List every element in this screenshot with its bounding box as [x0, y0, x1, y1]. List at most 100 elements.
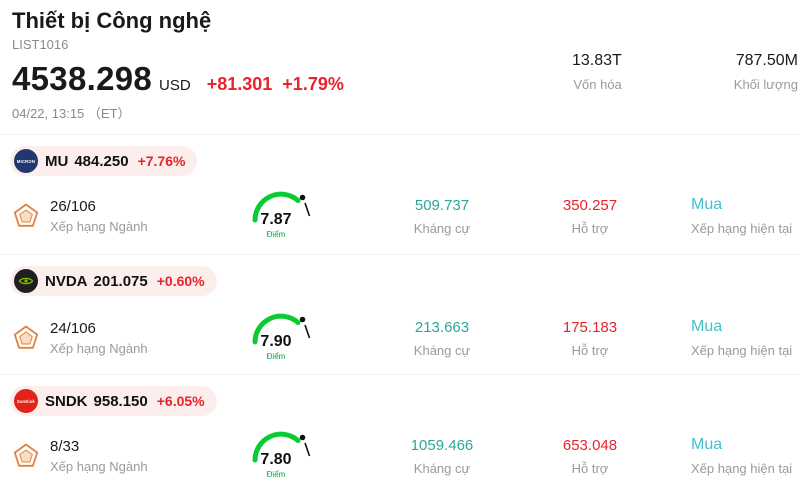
support-label: Hỗ trợ [571, 460, 609, 476]
industry-rank-text: 26/106 Xếp hạng Ngành [50, 198, 148, 234]
stock-row-content: 24/106 Xếp hạng Ngành 7.90 Điểm 213.663 … [10, 306, 800, 370]
score-value: 7.90 [260, 333, 292, 350]
gauge-arc-graphic [252, 313, 311, 345]
industry-rank-text: 24/106 Xếp hạng Ngành [50, 320, 148, 356]
gauge-needle-dot [299, 194, 306, 201]
support-value: 175.183 [562, 318, 618, 336]
market-cap-stat: 13.83T Vốn hóa [572, 52, 622, 92]
rating-label: Xếp hạng hiện tại [691, 461, 793, 476]
gauge-score: 7.80 Điểm [236, 451, 316, 479]
radar-pentagon-icon [13, 443, 39, 467]
currency-label: USD [159, 77, 191, 94]
score-gauge: 7.80 Điểm [236, 424, 328, 488]
page-title: Thiết bị Công nghệ [12, 8, 212, 33]
support-metric: 350.257 Hỗ trợ [522, 197, 658, 236]
resistance-value: 1059.466 [410, 436, 474, 454]
stock-badge-nvda[interactable]: NVDA 201.075 +0.60% [10, 266, 217, 296]
resistance-label: Kháng cự [413, 342, 471, 358]
sandisk-logo: SanDisk [14, 389, 38, 413]
score-value: 7.80 [260, 451, 292, 468]
ticker-change-percent: +7.76% [137, 153, 186, 169]
rating-value: Mua [691, 436, 723, 453]
resistance-value: 213.663 [414, 318, 470, 336]
micron-logo: MICRON [14, 149, 38, 173]
industry-rank-label: Xếp hạng Ngành [50, 459, 148, 474]
ticker-change-percent: +0.60% [156, 273, 205, 289]
score-gauge: 7.87 Điểm [236, 184, 328, 248]
support-label: Hỗ trợ [571, 220, 609, 236]
rating-block: Mua Xếp hạng hiện tại [658, 196, 800, 236]
volume-value: 787.50M [735, 52, 798, 69]
stock-row-nvda[interactable]: NVDA 201.075 +0.60% 24/106 Xếp hạng Ngàn… [0, 254, 800, 374]
score-value: 7.87 [260, 211, 292, 228]
ticker-symbol: MU [45, 152, 69, 170]
radar-pentagon-icon [13, 325, 39, 349]
sandisk-logo-text: SanDisk [17, 398, 35, 404]
gauge-score: 7.87 Điểm [236, 211, 316, 239]
stock-row-content: 8/33 Xếp hạng Ngành 7.80 Điểm 1059.466 K… [10, 424, 800, 488]
score-gauge-block: 7.87 Điểm [202, 184, 362, 248]
industry-rank-text: 8/33 Xếp hạng Ngành [50, 438, 148, 474]
index-price: 4538.298 [12, 60, 153, 97]
stock-row-mu[interactable]: MICRON MU 484.250 +7.76% 26/106 Xếp hạng… [0, 134, 800, 254]
score-label: Điểm [266, 352, 286, 361]
price-change-percent: +1.79% [282, 74, 344, 94]
industry-rank-value: 24/106 [50, 320, 96, 337]
ticker-symbol: SNDK [45, 392, 88, 410]
volume-label: Khối lượng [733, 77, 798, 92]
gauge-needle [304, 202, 311, 217]
gauge-needle-dot [299, 434, 306, 441]
rating-label: Xếp hạng hiện tại [691, 343, 793, 358]
index-header: Thiết bị Công nghệ LIST1016 4538.298 USD… [0, 0, 800, 134]
rating-block: Mua Xếp hạng hiện tại [658, 318, 800, 358]
stock-badge-mu[interactable]: MICRON MU 484.250 +7.76% [10, 146, 198, 176]
nvidia-logo [14, 269, 38, 293]
market-cap-label: Vốn hóa [573, 77, 622, 92]
stock-row-content: 26/106 Xếp hạng Ngành 7.87 Điểm 509.737 … [10, 184, 800, 248]
resistance-label: Kháng cự [413, 460, 471, 476]
ticker-price: 484.250 [74, 152, 129, 170]
score-label: Điểm [266, 230, 286, 239]
gauge-needle [304, 324, 311, 339]
index-stats: 13.83T Vốn hóa 787.50M Khối lượng [572, 52, 798, 92]
ticker-price: 201.075 [93, 272, 148, 290]
rating-value: Mua [691, 196, 723, 213]
industry-rank-block: 24/106 Xếp hạng Ngành [10, 320, 202, 356]
score-gauge: 7.90 Điểm [236, 306, 328, 370]
resistance-metric: 509.737 Kháng cự [362, 197, 522, 236]
support-value: 653.048 [562, 436, 618, 454]
rating-label: Xếp hạng hiện tại [691, 221, 793, 236]
stock-badge-sndk[interactable]: SanDisk SNDK 958.150 +6.05% [10, 386, 217, 416]
score-label: Điểm [266, 470, 286, 479]
gauge-arc-graphic [252, 431, 311, 463]
gauge-needle-dot [299, 316, 306, 323]
industry-rank-block: 8/33 Xếp hạng Ngành [10, 438, 202, 474]
volume-stat: 787.50M Khối lượng [734, 52, 798, 92]
support-metric: 175.183 Hỗ trợ [522, 319, 658, 358]
resistance-value: 509.737 [414, 196, 470, 214]
gauge-needle [304, 442, 311, 457]
industry-rank-block: 26/106 Xếp hạng Ngành [10, 198, 202, 234]
nvidia-eye-icon [18, 277, 34, 285]
resistance-metric: 213.663 Kháng cự [362, 319, 522, 358]
micron-logo-text: MICRON [16, 158, 36, 164]
resistance-metric: 1059.466 Kháng cự [362, 437, 522, 476]
resistance-label: Kháng cự [413, 220, 471, 236]
index-price-row: 4538.298 USD +81.301 +1.79% [12, 60, 788, 98]
industry-rank-value: 8/33 [50, 438, 80, 455]
ticker-change-percent: +6.05% [156, 393, 205, 409]
gauge-score: 7.90 Điểm [236, 333, 316, 361]
ticker-symbol: NVDA [45, 272, 88, 290]
gauge-arc-graphic [252, 191, 311, 223]
score-gauge-block: 7.90 Điểm [202, 306, 362, 370]
radar-pentagon-icon [13, 203, 39, 227]
rating-block: Mua Xếp hạng hiện tại [658, 436, 800, 476]
ticker-price: 958.150 [93, 392, 148, 410]
industry-rank-label: Xếp hạng Ngành [50, 341, 148, 356]
support-value: 350.257 [562, 196, 618, 214]
list-id: LIST1016 [12, 37, 69, 52]
quote-timestamp: 04/22, 13:15 （ET） [12, 106, 131, 121]
market-cap-value: 13.83T [571, 52, 622, 69]
stock-row-sndk[interactable]: SanDisk SNDK 958.150 +6.05% 8/33 Xếp hạn… [0, 374, 800, 494]
price-change: +81.301 [206, 74, 273, 94]
